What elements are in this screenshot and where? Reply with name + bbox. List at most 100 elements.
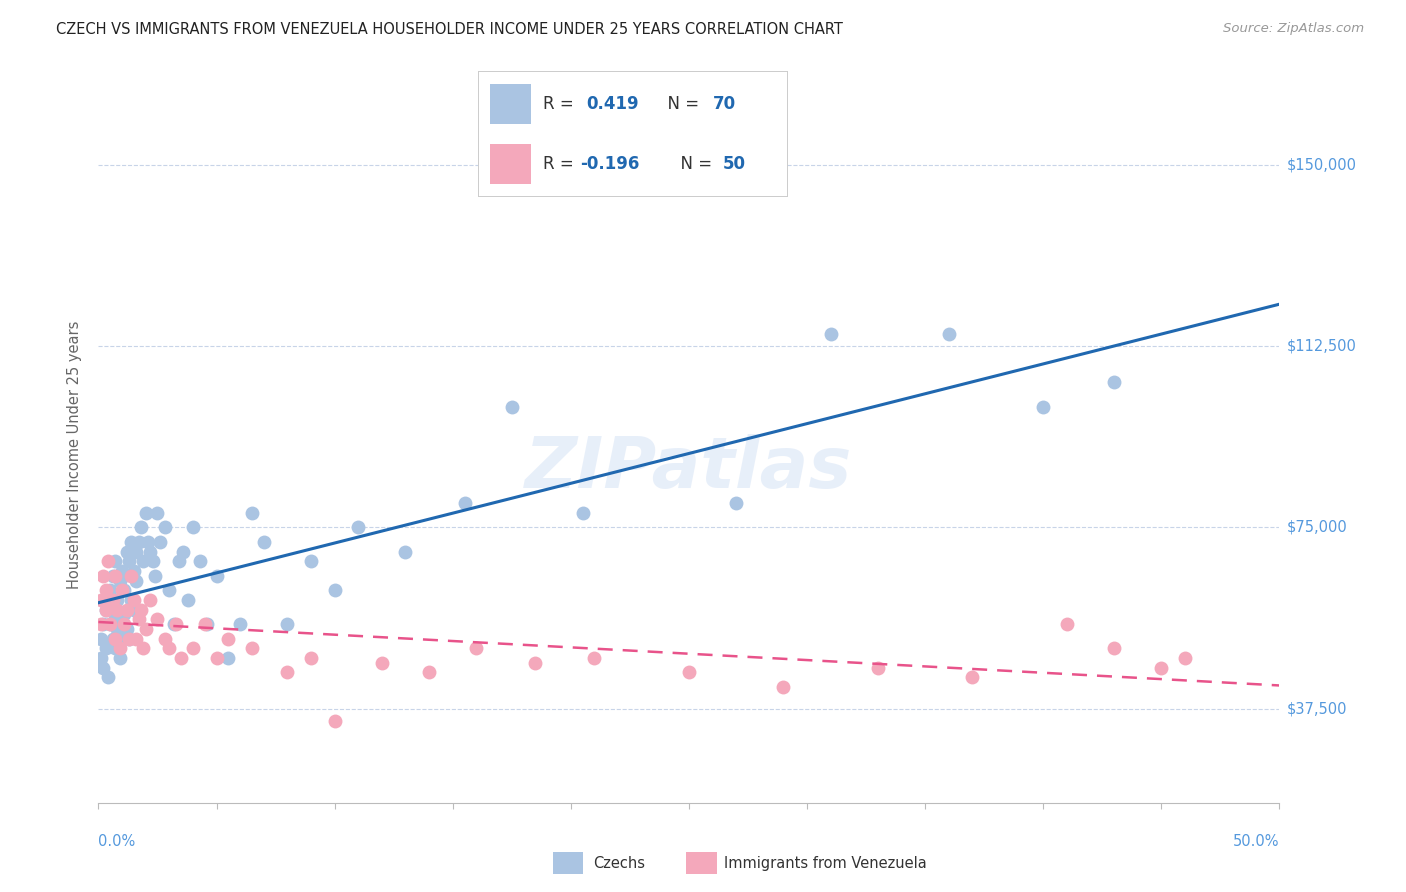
Point	[132, 641, 155, 656]
Point	[181, 520, 204, 534]
Point	[571, 506, 593, 520]
Point	[299, 554, 322, 568]
Point	[125, 544, 148, 558]
Point	[135, 622, 157, 636]
Text: Immigrants from Venezuela: Immigrants from Venezuela	[724, 856, 927, 871]
Text: CZECH VS IMMIGRANTS FROM VENEZUELA HOUSEHOLDER INCOME UNDER 25 YEARS CORRELATION: CZECH VS IMMIGRANTS FROM VENEZUELA HOUSE…	[56, 22, 844, 37]
Point	[136, 534, 159, 549]
Text: Czechs: Czechs	[593, 856, 645, 871]
Point	[122, 592, 145, 607]
Point	[122, 564, 145, 578]
Point	[111, 583, 134, 598]
Point	[465, 641, 488, 656]
Point	[195, 617, 218, 632]
Point	[678, 665, 700, 680]
Point	[253, 534, 276, 549]
Text: 70: 70	[713, 95, 737, 112]
Point	[108, 574, 131, 588]
Point	[229, 617, 252, 632]
Point	[149, 534, 172, 549]
Point	[167, 554, 190, 568]
Point	[105, 602, 128, 616]
Point	[143, 568, 166, 582]
Point	[125, 574, 148, 588]
Point	[104, 641, 127, 656]
Point	[128, 534, 150, 549]
Text: -0.196: -0.196	[581, 155, 640, 173]
Point	[217, 651, 239, 665]
Text: R =: R =	[543, 95, 585, 112]
Point	[125, 632, 148, 646]
Point	[146, 506, 169, 520]
Text: 0.0%: 0.0%	[98, 834, 135, 849]
Text: N =: N =	[669, 155, 717, 173]
Point	[205, 568, 228, 582]
Point	[132, 554, 155, 568]
Point	[94, 583, 117, 598]
Point	[177, 592, 200, 607]
Point	[101, 592, 124, 607]
Point	[217, 632, 239, 646]
Point	[111, 632, 134, 646]
Text: 50: 50	[723, 155, 745, 173]
Point	[371, 656, 394, 670]
Point	[105, 592, 128, 607]
Point	[1174, 651, 1197, 665]
Point	[91, 568, 114, 582]
Point	[105, 622, 128, 636]
Point	[104, 554, 127, 568]
Point	[139, 544, 162, 558]
Point	[276, 617, 298, 632]
Point	[112, 607, 135, 622]
Point	[90, 651, 112, 665]
Point	[276, 665, 298, 680]
Point	[240, 641, 263, 656]
Point	[157, 641, 180, 656]
Point	[115, 544, 138, 558]
Text: 50.0%: 50.0%	[1233, 834, 1279, 849]
Point	[524, 656, 547, 670]
Y-axis label: Householder Income Under 25 years: Householder Income Under 25 years	[67, 321, 83, 589]
Text: $112,500: $112,500	[1286, 339, 1357, 354]
Point	[90, 592, 112, 607]
Point	[1102, 641, 1125, 656]
Point	[172, 544, 194, 558]
Point	[121, 568, 143, 582]
Point	[128, 612, 150, 626]
Point	[94, 641, 117, 656]
Point	[118, 554, 141, 568]
Point	[115, 602, 138, 616]
Point	[118, 632, 141, 646]
Point	[129, 602, 152, 616]
Point	[299, 651, 322, 665]
Point	[98, 617, 121, 632]
Point	[240, 506, 263, 520]
Point	[98, 617, 121, 632]
Text: R =: R =	[543, 155, 579, 173]
Point	[118, 632, 141, 646]
Text: Source: ZipAtlas.com: Source: ZipAtlas.com	[1223, 22, 1364, 36]
Point	[104, 568, 127, 582]
Point	[122, 602, 145, 616]
Point	[142, 554, 165, 568]
Point	[181, 641, 204, 656]
Point	[163, 617, 186, 632]
Point	[153, 520, 176, 534]
Point	[112, 583, 135, 598]
Text: N =: N =	[658, 95, 704, 112]
Point	[866, 660, 889, 674]
Point	[205, 651, 228, 665]
Point	[115, 622, 138, 636]
Point	[129, 520, 152, 534]
Point	[146, 612, 169, 626]
Point	[101, 568, 124, 582]
Point	[418, 665, 440, 680]
Point	[90, 632, 112, 646]
Point	[1150, 660, 1173, 674]
Point	[91, 660, 114, 674]
Point	[153, 632, 176, 646]
Point	[135, 506, 157, 520]
Point	[501, 400, 523, 414]
Point	[194, 617, 217, 632]
Point	[121, 592, 143, 607]
